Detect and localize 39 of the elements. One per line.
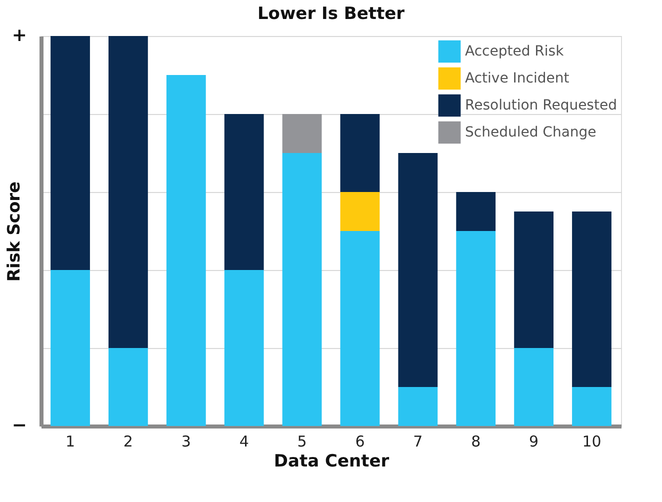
bar bbox=[108, 348, 148, 426]
bar bbox=[340, 231, 380, 426]
x-tick-label: 1 bbox=[65, 432, 76, 450]
bar bbox=[572, 387, 612, 426]
x-tick-label: 10 bbox=[582, 432, 602, 450]
bar bbox=[514, 212, 554, 348]
x-tick-label: 2 bbox=[123, 432, 133, 450]
bar bbox=[224, 270, 264, 426]
x-axis-title: Data Center bbox=[274, 452, 390, 472]
legend-label: Active Incident bbox=[465, 70, 570, 86]
bar bbox=[340, 192, 380, 231]
bar bbox=[456, 231, 496, 426]
bar bbox=[340, 114, 380, 192]
chart-title: Lower Is Better bbox=[257, 4, 406, 24]
y-axis-title: Risk Score bbox=[4, 181, 24, 282]
x-tick-label: 4 bbox=[239, 432, 249, 450]
x-tick-label: 5 bbox=[297, 432, 307, 450]
text: + bbox=[12, 25, 27, 46]
bar bbox=[398, 387, 438, 426]
bar bbox=[572, 212, 612, 387]
bar bbox=[282, 114, 322, 153]
bar bbox=[108, 36, 148, 348]
x-tick-label: 6 bbox=[355, 432, 365, 450]
bar bbox=[224, 114, 264, 270]
legend-label: Resolution Requested bbox=[465, 98, 617, 114]
bar bbox=[514, 348, 554, 426]
bar bbox=[50, 36, 90, 270]
bar bbox=[282, 153, 322, 426]
bar bbox=[398, 153, 438, 387]
x-tick-label: 3 bbox=[181, 432, 191, 450]
legend-label: Scheduled Change bbox=[465, 124, 596, 140]
bar bbox=[166, 75, 206, 426]
x-tick-label: 9 bbox=[529, 432, 539, 450]
x-tick-label: 7 bbox=[413, 432, 423, 450]
text: − bbox=[12, 415, 27, 436]
x-tick-label: 8 bbox=[471, 432, 481, 450]
bar bbox=[50, 270, 90, 426]
legend-label: Accepted Risk bbox=[465, 44, 565, 60]
bar bbox=[456, 192, 496, 231]
